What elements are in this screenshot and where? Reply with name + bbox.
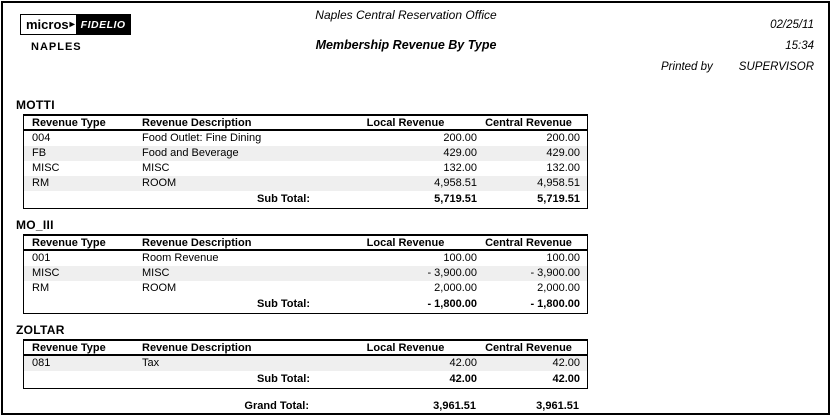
table-header-row: Revenue Type Revenue Description Local R… — [24, 116, 587, 131]
cell-central-revenue: 2,000.00 — [537, 282, 580, 294]
printed-by-label: Printed by — [661, 61, 713, 73]
micros-fidelio-logo: micros ▸ FIDELIO — [20, 14, 131, 35]
subtotal-label: Sub Total: — [257, 298, 310, 310]
grand-total-central-revenue: 3,961.51 — [536, 400, 579, 412]
cell-central-revenue: 4,958.51 — [537, 177, 580, 189]
grand-total-row: Grand Total: 3,961.51 3,961.51 — [23, 398, 588, 413]
cell-revenue-type: 001 — [32, 252, 51, 264]
revenue-table: Revenue Type Revenue Description Local R… — [23, 234, 588, 314]
header-central-revenue: Central Revenue — [485, 237, 572, 249]
revenue-table: Revenue Type Revenue Description Local R… — [23, 114, 588, 209]
header-central-revenue: Central Revenue — [485, 117, 572, 129]
subtotal-label: Sub Total: — [257, 193, 310, 205]
table-row: 001 Room Revenue 100.00 100.00 — [24, 251, 587, 266]
header-revenue-description: Revenue Description — [142, 237, 252, 249]
table-row: 081 Tax 42.00 42.00 — [24, 356, 587, 371]
cell-local-revenue: - 3,900.00 — [427, 267, 477, 279]
cell-revenue-type: RM — [32, 282, 50, 294]
table-row: MISC MISC 132.00 132.00 — [24, 161, 587, 176]
header-center: Naples Central Reservation Office Member… — [315, 8, 496, 52]
subtotal-row: Sub Total: 42.00 42.00 — [24, 371, 587, 388]
report-date: 02/25/11 — [770, 19, 814, 31]
subtotal-local-revenue: 42.00 — [449, 373, 477, 385]
report-header: micros ▸ FIDELIO NAPLES Naples Central R… — [3, 3, 828, 98]
cell-revenue-description: Tax — [142, 357, 160, 369]
cell-revenue-type: MISC — [32, 267, 60, 279]
cell-revenue-description: Food and Beverage — [142, 147, 239, 159]
cell-revenue-type: 081 — [32, 357, 51, 369]
header-local-revenue: Local Revenue — [366, 237, 445, 249]
cell-central-revenue: 100.00 — [546, 252, 580, 264]
cell-local-revenue: 2,000.00 — [434, 282, 477, 294]
header-revenue-description: Revenue Description — [142, 117, 252, 129]
header-revenue-type: Revenue Type — [32, 237, 106, 249]
header-local-revenue: Local Revenue — [366, 342, 445, 354]
report-content: MOTTI Revenue Type Revenue Description L… — [3, 98, 828, 413]
micros-logo-text: micros — [20, 14, 70, 35]
cell-revenue-description: Room Revenue — [142, 252, 219, 264]
subtotal-row: Sub Total: 5,719.51 5,719.51 — [24, 191, 587, 208]
subtotal-label: Sub Total: — [257, 373, 310, 385]
report-time: 15:34 — [785, 40, 814, 52]
subtotal-row: Sub Total: - 1,800.00 - 1,800.00 — [24, 296, 587, 313]
cell-central-revenue: 429.00 — [546, 147, 580, 159]
cell-revenue-type: 004 — [32, 132, 51, 144]
property-name: NAPLES — [31, 41, 82, 53]
grand-total-label: Grand Total: — [244, 400, 309, 412]
cell-central-revenue: 200.00 — [546, 132, 580, 144]
cell-local-revenue: 132.00 — [443, 162, 477, 174]
table-header-row: Revenue Type Revenue Description Local R… — [24, 341, 587, 356]
fidelio-logo-text: FIDELIO — [75, 14, 131, 35]
subtotal-local-revenue: 5,719.51 — [434, 193, 477, 205]
report-title: Membership Revenue By Type — [315, 38, 497, 52]
cell-central-revenue: - 3,900.00 — [530, 267, 580, 279]
cell-revenue-description: ROOM — [142, 282, 177, 294]
printed-by-line: Printed by SUPERVISOR — [661, 57, 814, 78]
section-zoltar: ZOLTAR Revenue Type Revenue Description … — [16, 323, 828, 389]
cell-revenue-description: ROOM — [142, 177, 177, 189]
table-row: 004 Food Outlet: Fine Dining 200.00 200.… — [24, 131, 587, 146]
cell-central-revenue: 42.00 — [552, 357, 580, 369]
subtotal-central-revenue: 5,719.51 — [537, 193, 580, 205]
cell-revenue-type: FB — [32, 147, 47, 159]
cell-local-revenue: 4,958.51 — [434, 177, 477, 189]
grand-total-local-revenue: 3,961.51 — [433, 400, 476, 412]
subtotal-local-revenue: - 1,800.00 — [427, 298, 477, 310]
section-mo-iii: MO_III Revenue Type Revenue Description … — [16, 218, 828, 314]
cell-revenue-type: MISC — [32, 162, 60, 174]
header-revenue-description: Revenue Description — [142, 342, 252, 354]
section-heading: MO_III — [16, 218, 54, 232]
header-central-revenue: Central Revenue — [485, 342, 572, 354]
table-row: FB Food and Beverage 429.00 429.00 — [24, 146, 587, 161]
header-local-revenue: Local Revenue — [366, 117, 445, 129]
table-row: RM ROOM 2,000.00 2,000.00 — [24, 281, 587, 296]
table-row: RM ROOM 4,958.51 4,958.51 — [24, 176, 587, 191]
section-heading: MOTTI — [16, 98, 55, 112]
cell-local-revenue: 429.00 — [443, 147, 477, 159]
subtotal-central-revenue: 42.00 — [552, 373, 580, 385]
printed-by-user: SUPERVISOR — [738, 61, 814, 73]
cell-local-revenue: 200.00 — [443, 132, 477, 144]
table-header-row: Revenue Type Revenue Description Local R… — [24, 236, 587, 251]
cell-revenue-type: RM — [32, 177, 50, 189]
header-revenue-type: Revenue Type — [32, 342, 106, 354]
section-motti: MOTTI Revenue Type Revenue Description L… — [16, 98, 828, 209]
revenue-table: Revenue Type Revenue Description Local R… — [23, 339, 588, 389]
cell-revenue-description: MISC — [142, 162, 170, 174]
cell-local-revenue: 42.00 — [449, 357, 477, 369]
header-right: 02/25/11 15:34 Printed by SUPERVISOR — [661, 15, 814, 78]
cell-revenue-description: Food Outlet: Fine Dining — [142, 132, 262, 144]
subtotal-central-revenue: - 1,800.00 — [530, 298, 580, 310]
table-row: MISC MISC - 3,900.00 - 3,900.00 — [24, 266, 587, 281]
office-name: Naples Central Reservation Office — [315, 8, 497, 22]
cell-central-revenue: 132.00 — [546, 162, 580, 174]
cell-revenue-description: MISC — [142, 267, 170, 279]
section-heading: ZOLTAR — [16, 323, 65, 337]
cell-local-revenue: 100.00 — [443, 252, 477, 264]
header-revenue-type: Revenue Type — [32, 117, 106, 129]
logo-arrow-icon: ▸ — [69, 14, 76, 35]
